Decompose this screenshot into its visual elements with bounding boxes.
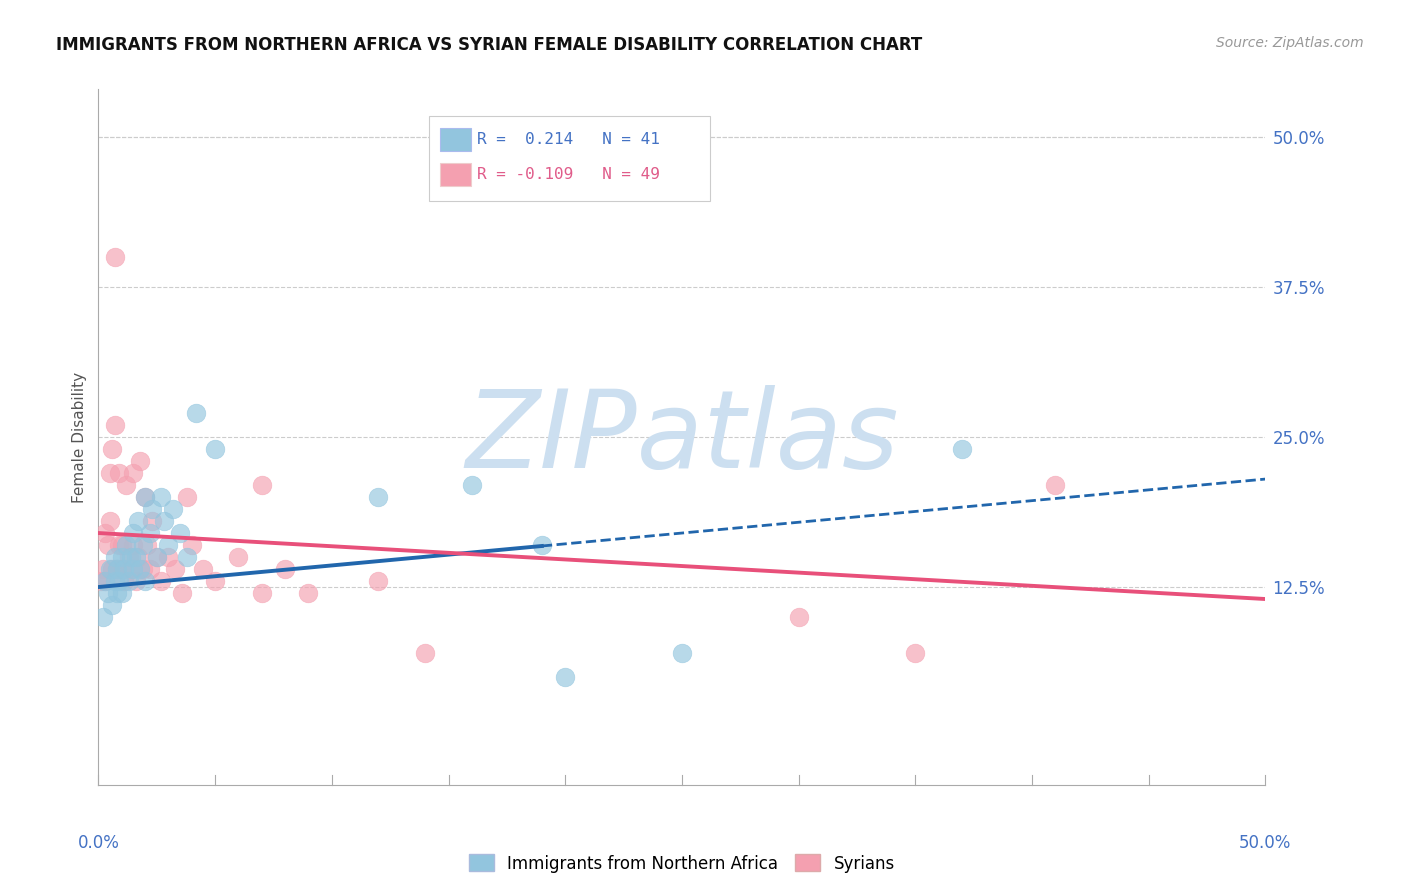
Point	[950, 442, 973, 456]
Point	[127, 514, 149, 528]
Point	[162, 502, 184, 516]
Point	[132, 562, 155, 576]
Point	[134, 490, 156, 504]
Point	[125, 549, 148, 564]
Point	[157, 549, 180, 564]
Point	[91, 610, 114, 624]
Text: R = -0.109   N = 49: R = -0.109 N = 49	[477, 168, 659, 182]
Point	[136, 538, 159, 552]
Text: ZIPatlas: ZIPatlas	[465, 384, 898, 490]
Point	[104, 250, 127, 264]
Point	[118, 574, 141, 588]
Point	[98, 562, 121, 576]
Point	[141, 502, 163, 516]
Point	[134, 574, 156, 588]
Point	[115, 538, 138, 552]
Point	[413, 646, 436, 660]
Point	[129, 454, 152, 468]
Text: 0.0%: 0.0%	[77, 834, 120, 852]
Point	[250, 586, 273, 600]
Point	[120, 562, 142, 576]
Point	[554, 670, 576, 684]
Point	[104, 549, 127, 564]
Point	[120, 549, 142, 564]
Point	[122, 466, 145, 480]
Point	[108, 466, 131, 480]
Point	[105, 586, 128, 600]
Point	[101, 598, 124, 612]
Point	[104, 418, 127, 433]
Point	[228, 549, 250, 564]
Point	[112, 562, 135, 576]
Point	[297, 586, 319, 600]
Point	[139, 526, 162, 541]
Point	[111, 549, 134, 564]
Point	[122, 538, 145, 552]
Point	[94, 574, 117, 588]
Point	[122, 526, 145, 541]
Point	[104, 574, 127, 588]
Point	[134, 490, 156, 504]
Point	[176, 549, 198, 564]
Point	[139, 562, 162, 576]
Point	[105, 562, 128, 576]
Point	[111, 562, 134, 576]
Point	[101, 442, 124, 456]
Point	[274, 562, 297, 576]
Point	[127, 549, 149, 564]
Point	[90, 574, 112, 588]
Y-axis label: Female Disability: Female Disability	[72, 371, 87, 503]
Point	[141, 514, 163, 528]
Point	[146, 549, 169, 564]
Point	[671, 646, 693, 660]
Point	[530, 538, 553, 552]
Point	[122, 562, 145, 576]
Point	[94, 526, 117, 541]
Text: Source: ZipAtlas.com: Source: ZipAtlas.com	[1216, 36, 1364, 50]
Point	[94, 574, 117, 588]
Point	[105, 562, 128, 576]
Text: R =  0.214   N = 41: R = 0.214 N = 41	[477, 132, 659, 146]
Point	[367, 574, 389, 588]
Point	[98, 514, 121, 528]
Point	[157, 538, 180, 552]
Legend: Immigrants from Northern Africa, Syrians: Immigrants from Northern Africa, Syrians	[463, 847, 901, 880]
Point	[204, 442, 226, 456]
Point	[165, 562, 187, 576]
Point	[125, 574, 148, 588]
Point	[108, 538, 131, 552]
Point	[91, 562, 114, 576]
Point	[129, 562, 152, 576]
Point	[111, 586, 134, 600]
Point	[111, 538, 134, 552]
Point	[150, 490, 173, 504]
Point	[108, 574, 131, 588]
Point	[118, 549, 141, 564]
Point	[180, 538, 202, 552]
Point	[169, 526, 191, 541]
Point	[787, 610, 810, 624]
Point	[367, 490, 389, 504]
Point	[461, 478, 484, 492]
Point	[204, 574, 226, 588]
Point	[176, 490, 198, 504]
Point	[152, 514, 174, 528]
Point	[101, 562, 124, 576]
Text: IMMIGRANTS FROM NORTHERN AFRICA VS SYRIAN FEMALE DISABILITY CORRELATION CHART: IMMIGRANTS FROM NORTHERN AFRICA VS SYRIA…	[56, 36, 922, 54]
Point	[132, 538, 155, 552]
Point	[1045, 478, 1067, 492]
Point	[97, 586, 120, 600]
Point	[97, 538, 120, 552]
Point	[193, 562, 215, 576]
Point	[904, 646, 927, 660]
Point	[115, 478, 138, 492]
Point	[172, 586, 194, 600]
Point	[186, 406, 208, 420]
Point	[250, 478, 273, 492]
Point	[146, 549, 169, 564]
Text: 50.0%: 50.0%	[1239, 834, 1292, 852]
Point	[112, 574, 135, 588]
Point	[150, 574, 173, 588]
Point	[98, 466, 121, 480]
